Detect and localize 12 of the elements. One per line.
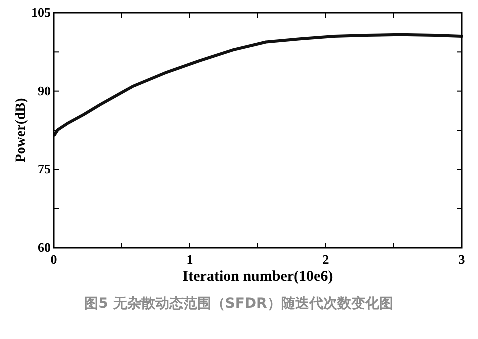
x-tick-label: 2 bbox=[322, 252, 330, 267]
x-tick-label: 3 bbox=[458, 252, 466, 267]
line-series bbox=[53, 33, 464, 137]
y-tick-label: 105 bbox=[32, 5, 52, 20]
caption: 图5 无杂散动态范围（SFDR）随迭代次数变化图 bbox=[84, 295, 394, 312]
x-tick-label: 0 bbox=[50, 252, 58, 267]
y-tick-label: 60 bbox=[38, 240, 51, 255]
y-tick-label: 75 bbox=[38, 162, 52, 177]
y-axis-title: Power(dB) bbox=[14, 98, 29, 163]
x-axis-title: Iteration number(10e6) bbox=[182, 269, 334, 285]
x-tick-label: 1 bbox=[186, 252, 194, 267]
y-tick-label: 90 bbox=[38, 83, 51, 98]
